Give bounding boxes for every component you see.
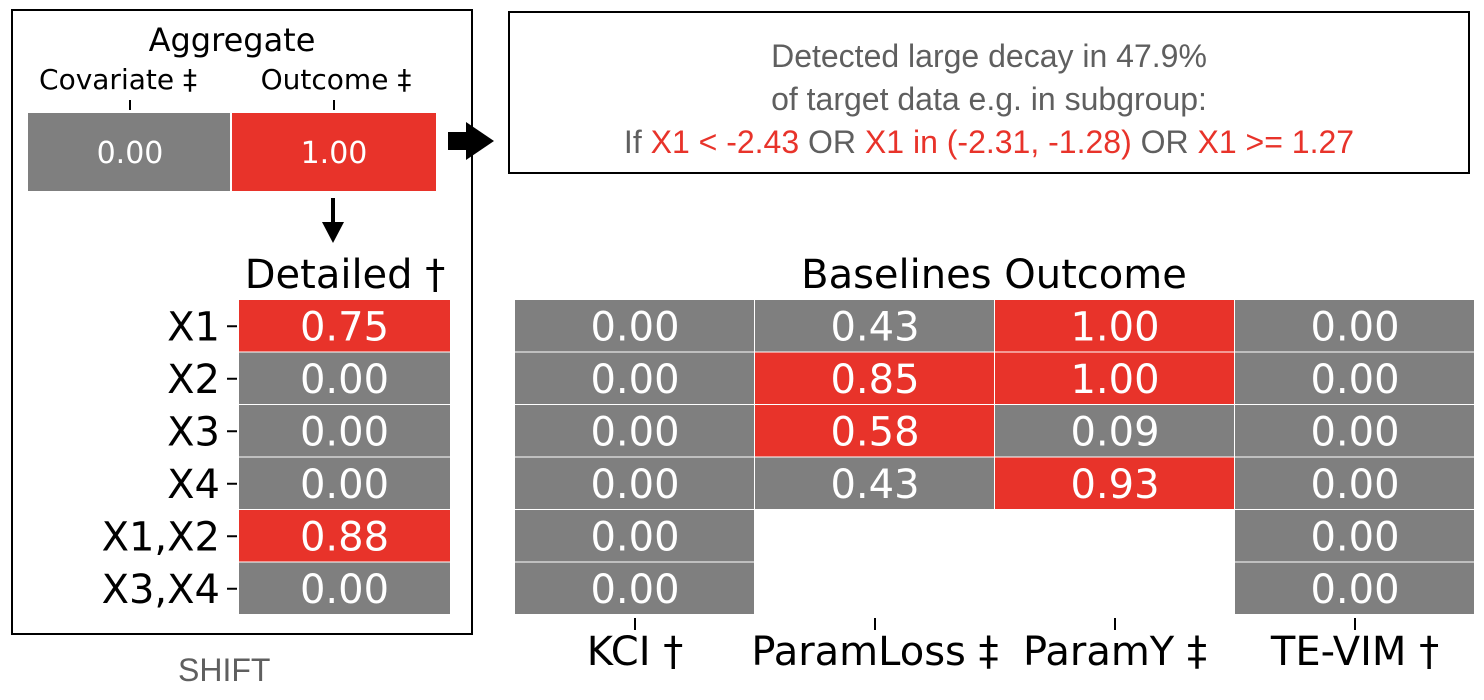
baseline-value: 0.00 — [590, 304, 679, 350]
baseline-cell — [515, 562, 754, 614]
baseline-cell — [1235, 510, 1474, 562]
aggregate-cell — [28, 113, 230, 191]
aggregate-column-label: Outcome ‡ — [261, 63, 412, 96]
baseline-value: 0.00 — [590, 567, 679, 613]
baseline-value: 0.00 — [590, 462, 679, 508]
baseline-cell — [1235, 457, 1474, 509]
baseline-column-label: KCI † — [587, 629, 683, 675]
baseline-value: 1.00 — [1070, 357, 1159, 403]
baseline-value: 0.00 — [1310, 462, 1399, 508]
shift-panel — [11, 9, 473, 635]
callout-part: OR — [799, 124, 865, 160]
callout-condition: X1 >= 1.27 — [1197, 124, 1355, 160]
baseline-cell — [515, 352, 754, 404]
detailed-cell — [239, 562, 450, 614]
baseline-value: 0.00 — [590, 409, 679, 455]
detailed-cell — [239, 457, 450, 509]
detailed-value: 0.00 — [300, 409, 389, 455]
detailed-row-label: X1 — [167, 304, 220, 350]
shift-caption: SHIFT — [178, 652, 271, 688]
aggregate-title: Aggregate — [149, 21, 316, 59]
baseline-cell — [515, 457, 754, 509]
baseline-cell — [1235, 562, 1474, 614]
detailed-row-label: X3,X4 — [102, 567, 220, 613]
detailed-value: 0.88 — [300, 514, 389, 560]
baseline-cell — [515, 405, 754, 457]
detailed-value: 0.75 — [300, 304, 389, 350]
baseline-value: 0.00 — [1310, 357, 1399, 403]
callout-line-3: If X1 < -2.43 OR X1 in (-2.31, -1.28) OR… — [510, 121, 1468, 164]
detailed-row-label: X2 — [167, 357, 220, 403]
detailed-title: Detailed † — [245, 252, 446, 298]
callout-part: If — [623, 124, 651, 160]
baseline-column-label: ParamLoss ‡ — [751, 629, 998, 675]
callout-line-1: Detected large decay in 47.9% — [771, 38, 1207, 74]
baseline-value: 0.93 — [1070, 462, 1159, 508]
callout-part: OR — [1131, 124, 1198, 160]
callout-condition: X1 < -2.43 — [650, 124, 800, 160]
aggregate-cell — [232, 113, 436, 191]
baseline-value: 0.00 — [590, 514, 679, 560]
callout-condition: X1 in (-2.31, -1.28) — [864, 124, 1132, 160]
baseline-value: 0.00 — [1310, 567, 1399, 613]
baseline-cell — [515, 300, 754, 352]
down-arrow-icon — [322, 198, 344, 243]
baseline-cell — [995, 352, 1234, 404]
baseline-cell — [995, 300, 1234, 352]
detailed-cell — [239, 300, 450, 352]
baseline-cell — [995, 405, 1234, 457]
decay-callout: Detected large decay in 47.9% of target … — [508, 11, 1470, 174]
aggregate-value: 0.00 — [97, 136, 164, 171]
baseline-cell — [755, 405, 994, 457]
callout-line-2: of target data e.g. in subgroup: — [771, 81, 1207, 117]
detailed-cell — [239, 352, 450, 404]
baseline-value: 0.09 — [1070, 409, 1159, 455]
aggregate-column-label: Covariate ‡ — [39, 63, 197, 96]
baseline-column-label: ParamY ‡ — [1023, 629, 1207, 675]
baseline-cell — [1235, 300, 1474, 352]
baseline-column-label: TE-VIM † — [1270, 629, 1439, 675]
baseline-cell — [755, 300, 994, 352]
detailed-row-label: X4 — [167, 462, 220, 508]
detailed-value: 0.00 — [300, 462, 389, 508]
baseline-value: 0.43 — [830, 462, 919, 508]
detailed-cell — [239, 405, 450, 457]
baseline-value: 1.00 — [1070, 304, 1159, 350]
aggregate-value: 1.00 — [301, 136, 368, 171]
baseline-cell — [515, 510, 754, 562]
detailed-row-label: X3 — [167, 409, 220, 455]
detailed-value: 0.00 — [300, 567, 389, 613]
baseline-value: 0.00 — [1310, 514, 1399, 560]
baseline-value: 0.00 — [590, 357, 679, 403]
baseline-value: 0.00 — [1310, 409, 1399, 455]
baseline-cell — [755, 457, 994, 509]
baseline-cell — [1235, 405, 1474, 457]
baseline-value: 0.58 — [830, 409, 919, 455]
baseline-value: 0.43 — [830, 304, 919, 350]
baseline-cell — [1235, 352, 1474, 404]
detailed-value: 0.00 — [300, 357, 389, 403]
baseline-cell — [755, 352, 994, 404]
detailed-row-label: X1,X2 — [102, 514, 220, 560]
baselines-title: Baselines Outcome — [801, 252, 1187, 298]
baseline-value: 0.00 — [1310, 304, 1399, 350]
baseline-cell — [995, 457, 1234, 509]
right-arrow-icon — [448, 122, 494, 160]
detailed-cell — [239, 510, 450, 562]
baseline-value: 0.85 — [830, 357, 919, 403]
